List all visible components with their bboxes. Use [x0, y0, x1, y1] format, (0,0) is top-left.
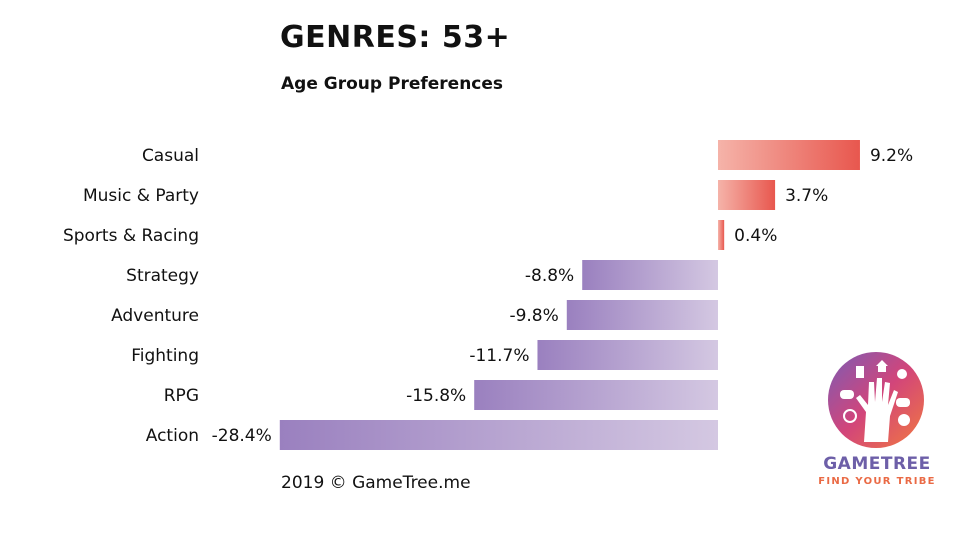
bar-casual [718, 140, 860, 170]
category-label: RPG [164, 386, 199, 406]
value-label: -28.4% [212, 426, 272, 446]
category-label: Casual [142, 146, 199, 166]
value-label: -11.7% [469, 346, 529, 366]
value-label: 0.4% [734, 226, 777, 246]
gametree-hand-icon [828, 352, 924, 448]
category-label: Action [146, 426, 199, 446]
chart-title: GENRES: 53+ [280, 20, 511, 55]
category-label: Music & Party [83, 186, 199, 206]
logo-tagline: FIND YOUR TRIBE [818, 476, 936, 487]
bar-action [279, 420, 718, 450]
category-label: Adventure [111, 306, 199, 326]
bar-strategy [582, 260, 718, 290]
category-label: Strategy [126, 266, 199, 286]
bar-rpg [474, 380, 718, 410]
chart-subtitle: Age Group Preferences [281, 74, 504, 94]
logo-wordmark: GAMETREE [823, 454, 931, 474]
value-label: 9.2% [870, 146, 913, 166]
gametree-logo[interactable]: GAMETREE FIND YOUR TRIBE [812, 350, 942, 500]
bar-music-party [718, 180, 776, 210]
value-label: -8.8% [525, 266, 574, 286]
bar-adventure [566, 300, 718, 330]
bar-sports-racing [718, 220, 725, 250]
copyright-footer: 2019 © GameTree.me [281, 473, 471, 493]
bar-fighting [537, 340, 718, 370]
value-label: 3.7% [785, 186, 828, 206]
category-label: Fighting [131, 346, 199, 366]
category-label: Sports & Racing [63, 226, 199, 246]
value-label: -15.8% [406, 386, 466, 406]
value-label: -9.8% [509, 306, 558, 326]
